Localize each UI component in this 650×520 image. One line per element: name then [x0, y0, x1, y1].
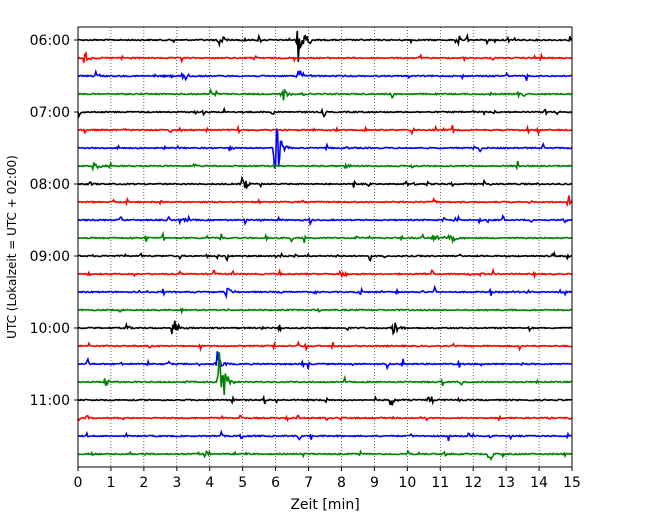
x-tick-label: 11: [431, 475, 449, 491]
x-tick-label: 2: [139, 475, 148, 491]
y-tick-label: 10:00: [30, 321, 70, 337]
trace-1130: [77, 429, 573, 442]
trace-0730: [77, 128, 573, 169]
trace-0645: [77, 87, 573, 101]
x-tick-label: 0: [74, 475, 83, 491]
x-tick-label: 1: [106, 475, 115, 491]
trace-0630: [77, 68, 573, 82]
trace-0830: [77, 214, 573, 227]
x-tick-label: 4: [205, 475, 214, 491]
trace-1115: [77, 414, 573, 423]
trace-1145: [77, 449, 573, 462]
trace-0845: [77, 230, 573, 245]
y-tick-label: 09:00: [30, 249, 70, 265]
trace-0700: [77, 106, 573, 119]
x-tick-label: 9: [370, 475, 379, 491]
trace-0615: [77, 51, 573, 64]
y-tick-label: 07:00: [30, 105, 70, 121]
grid-lines: [110, 27, 540, 467]
trace-0815: [77, 195, 573, 208]
trace-1015: [77, 340, 573, 353]
x-tick-label: 8: [337, 475, 346, 491]
x-tick-label: 14: [530, 475, 548, 491]
trace-1030: [77, 351, 573, 371]
trace-0745: [77, 160, 573, 173]
trace-1100: [77, 394, 573, 406]
y-tick-label: 11:00: [30, 393, 70, 409]
y-axis-ticks: 06:00 07:00 08:00 09:00 10:00 11:00: [30, 33, 78, 409]
trace-0930: [77, 284, 573, 300]
trace-0800: [77, 175, 573, 190]
y-tick-label: 08:00: [30, 177, 70, 193]
trace-0600: [78, 30, 573, 62]
trace-0915: [78, 267, 573, 280]
trace-0715: [78, 124, 573, 137]
x-tick-label: 5: [238, 475, 247, 491]
trace-0945: [77, 307, 573, 315]
x-tick-label: 6: [271, 475, 280, 491]
x-tick-label: 3: [172, 475, 181, 491]
x-tick-label: 15: [563, 475, 581, 491]
trace-0900: [77, 250, 573, 263]
x-axis-ticks: 0 1 2 3 4 5 6 7 8 9 10 11 12 13 14 15: [74, 467, 581, 491]
x-axis-label: Zeit [min]: [290, 497, 359, 513]
trace-1045: [78, 352, 572, 396]
trace-group: [77, 30, 573, 462]
plot-frame: [77, 26, 573, 468]
y-tick-label: 06:00: [30, 33, 70, 49]
x-tick-label: 7: [304, 475, 313, 491]
y-axis-label: UTC (Lokalzeit = UTC + 02:00): [5, 155, 19, 339]
x-tick-label: 10: [398, 475, 416, 491]
x-tick-label: 12: [464, 475, 482, 491]
x-tick-label: 13: [497, 475, 515, 491]
trace-1000: [77, 320, 573, 336]
